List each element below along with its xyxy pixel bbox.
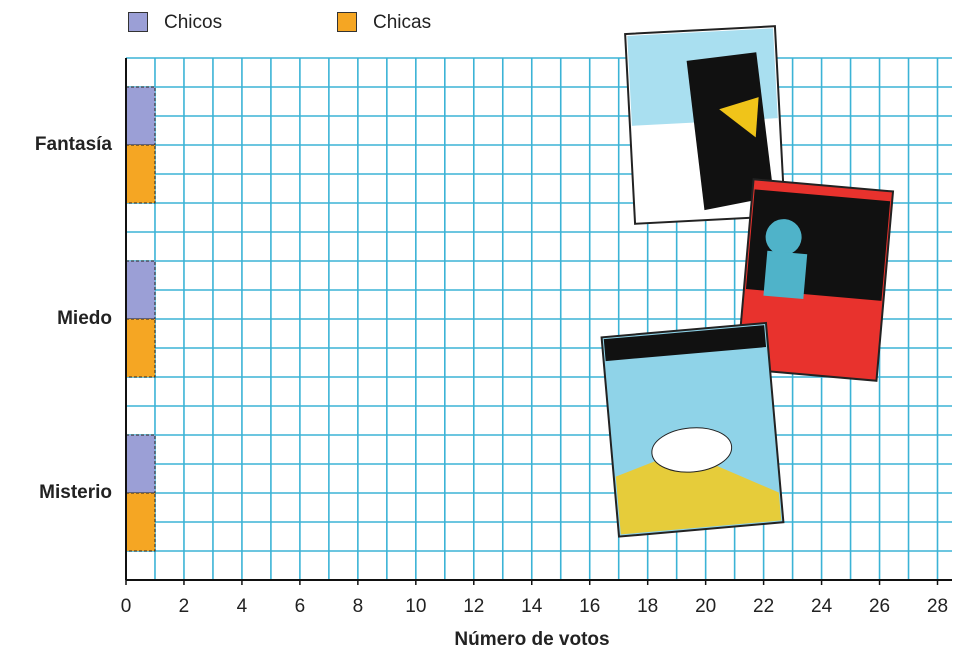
bars <box>125 86 156 552</box>
cover-1-face <box>719 97 759 138</box>
x-tick-label: 8 <box>353 596 364 617</box>
x-axis-label: Número de votos <box>454 629 609 650</box>
bar <box>125 434 156 494</box>
legend-label: Chicas <box>373 12 431 33</box>
cover-3-ground <box>615 450 782 535</box>
x-tick-label: 22 <box>753 596 774 617</box>
x-tick-label: 28 <box>927 596 948 617</box>
bar <box>125 318 156 378</box>
grid <box>125 57 952 580</box>
x-tick-label: 16 <box>579 596 600 617</box>
x-tick-label: 14 <box>521 596 543 617</box>
x-tick-label: 20 <box>695 596 716 617</box>
x-tick-label: 18 <box>637 596 658 617</box>
cover-1-figure <box>686 52 774 211</box>
cover-2-figure <box>765 219 802 256</box>
legend-label: Chicos <box>164 12 222 33</box>
book-covers <box>600 25 895 538</box>
x-tick-label: 2 <box>179 596 190 617</box>
x-tick-label: 0 <box>121 596 132 617</box>
bar <box>125 492 156 552</box>
bar <box>125 86 156 146</box>
x-tick-label: 10 <box>405 596 426 617</box>
cover-3-unicorn <box>651 427 733 473</box>
cover-3-band <box>603 325 767 362</box>
bar <box>125 144 156 204</box>
y-tick-label: Miedo <box>57 308 112 329</box>
y-tick-label: Fantasía <box>35 134 113 155</box>
x-tick-label: 12 <box>463 596 484 617</box>
bar <box>125 260 156 320</box>
x-tick-label: 24 <box>811 596 833 617</box>
x-tick-label: 26 <box>869 596 890 617</box>
legend-swatch <box>337 12 357 32</box>
x-tick-label: 6 <box>295 596 306 617</box>
y-tick-label: Misterio <box>39 482 112 503</box>
cover-2-body <box>763 250 808 300</box>
legend-swatch <box>128 12 148 32</box>
x-tick-label: 4 <box>237 596 248 617</box>
